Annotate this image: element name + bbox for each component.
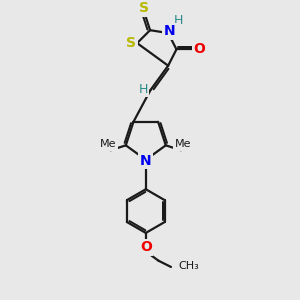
Text: H: H xyxy=(174,14,183,27)
Text: CH₃: CH₃ xyxy=(178,261,199,271)
Text: N: N xyxy=(164,24,176,38)
Text: Me: Me xyxy=(100,140,117,149)
Text: O: O xyxy=(193,42,205,56)
Text: O: O xyxy=(140,240,152,254)
Text: H: H xyxy=(138,83,148,96)
Text: S: S xyxy=(126,36,136,50)
Text: N: N xyxy=(140,154,152,168)
Text: Me: Me xyxy=(175,140,191,149)
Text: S: S xyxy=(139,2,149,15)
